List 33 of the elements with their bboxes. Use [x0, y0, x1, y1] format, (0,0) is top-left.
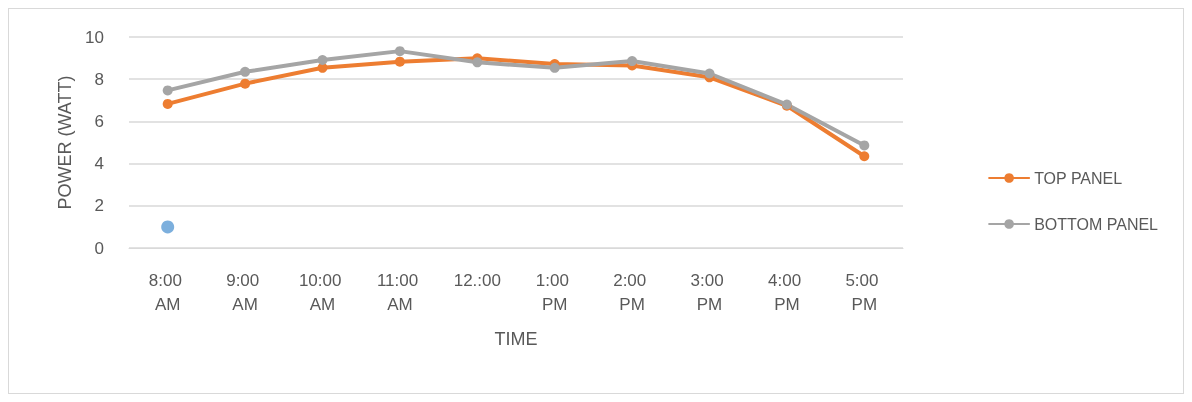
x-tick-label: 4:00 PM	[767, 270, 806, 314]
point	[472, 57, 483, 68]
y-tick-label: 6	[94, 111, 104, 131]
x-tick-label: 2:00 PM	[613, 270, 652, 314]
y-tick-label: 10	[85, 27, 104, 47]
x-tick-label: 8:00 AM	[148, 270, 187, 314]
legend-label: BOTTOM PANEL	[1034, 215, 1159, 233]
point	[704, 68, 715, 79]
point	[859, 140, 870, 151]
x-tick-label: 1:00 PM	[535, 270, 574, 314]
y-tick-label: 0	[94, 238, 104, 258]
point	[240, 66, 251, 77]
y-tick-label: 4	[94, 154, 104, 174]
point	[627, 56, 638, 67]
x-tick-label: 12.:00	[453, 270, 501, 290]
x-tick-label: 5:00 PM	[845, 270, 884, 314]
point	[394, 56, 405, 67]
x-tick-label: 9:00 AM	[226, 270, 265, 314]
y-tick-label: 2	[94, 196, 104, 216]
x-axis-title: TIME	[494, 329, 538, 349]
y-tick-label: 8	[94, 69, 104, 89]
point	[859, 151, 870, 162]
legend-label: TOP PANEL	[1034, 169, 1123, 187]
point	[162, 98, 173, 109]
point	[162, 85, 173, 96]
y-axis-title: POWER (WATT)	[55, 75, 75, 210]
x-tick-label: 11:00 AM	[376, 270, 423, 314]
point	[394, 46, 405, 57]
x-tick-label: 3:00 PM	[690, 270, 729, 314]
x-tick-label: 10:00 AM	[298, 270, 347, 314]
point	[240, 78, 251, 89]
point	[317, 55, 328, 65]
point	[161, 220, 175, 234]
